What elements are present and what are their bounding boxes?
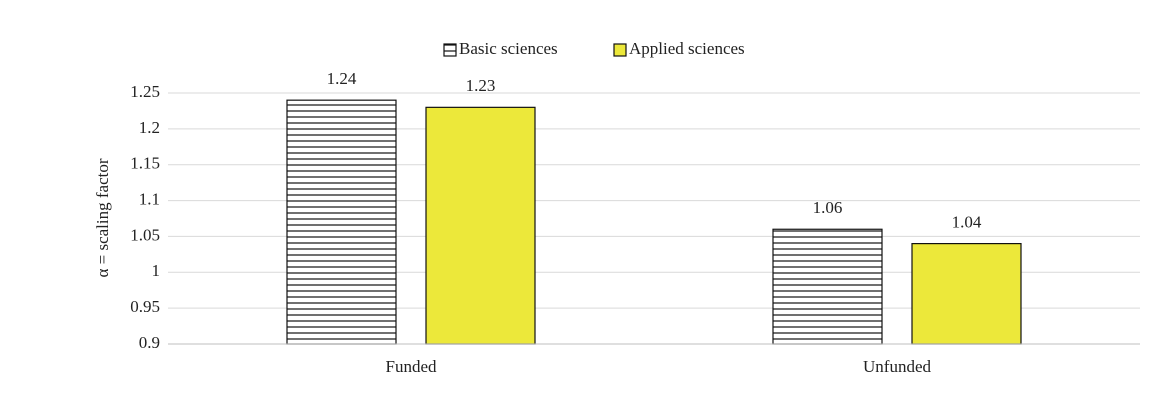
x-tick-label: Funded bbox=[386, 357, 438, 376]
legend-swatch bbox=[443, 43, 457, 57]
y-tick-label: 0.9 bbox=[139, 333, 160, 352]
y-tick-label: 1.05 bbox=[130, 225, 160, 244]
bar bbox=[286, 99, 397, 345]
data-label: 1.23 bbox=[466, 76, 496, 95]
y-tick-label: 1.2 bbox=[139, 118, 160, 137]
y-tick-label: 1.25 bbox=[130, 82, 160, 101]
y-axis-label: α = scaling factor bbox=[93, 158, 112, 277]
y-tick-label: 1.15 bbox=[130, 154, 160, 173]
y-tick-label: 1.1 bbox=[139, 189, 160, 208]
data-label: 1.04 bbox=[952, 213, 982, 232]
bar bbox=[772, 228, 883, 345]
legend-label: Basic sciences bbox=[459, 39, 558, 58]
bar bbox=[911, 243, 1022, 345]
legend-label: Applied sciences bbox=[629, 39, 745, 58]
bar bbox=[425, 106, 536, 345]
y-tick-label: 1 bbox=[152, 261, 161, 280]
data-label: 1.06 bbox=[813, 198, 843, 217]
y-tick-label: 0.95 bbox=[130, 297, 160, 316]
data-label: 1.24 bbox=[327, 69, 357, 88]
legend-swatch bbox=[613, 43, 627, 57]
x-tick-label: Unfunded bbox=[863, 357, 931, 376]
